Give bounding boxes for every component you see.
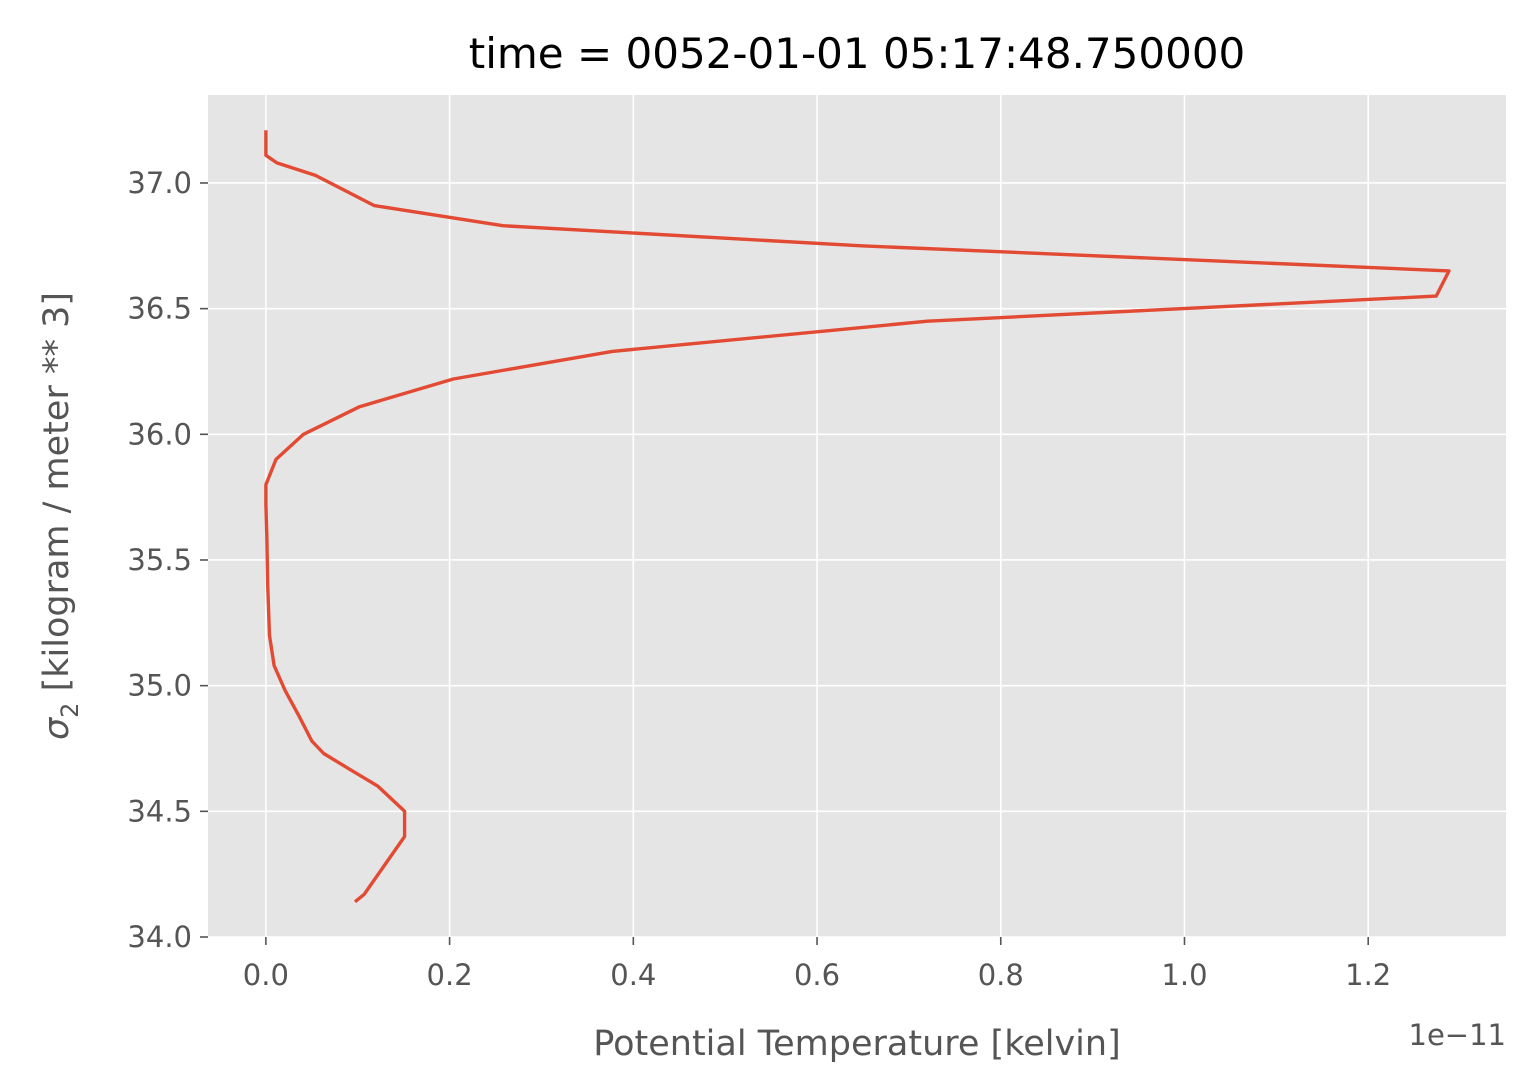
y-axis-label-text: [kilogram / meter ** 3]	[37, 292, 77, 703]
x-offset-text: 1e−11	[1409, 1018, 1507, 1052]
plot-area	[208, 95, 1506, 937]
y-axis-label-symbol: σ	[37, 716, 77, 740]
x-tick-label: 1.0	[1161, 958, 1207, 992]
chart-title: time = 0052-01-01 05:17:48.750000	[469, 29, 1246, 78]
y-tick-label: 34.5	[127, 794, 192, 828]
x-tick-label: 0.2	[427, 958, 473, 992]
y-tick-label: 37.0	[127, 166, 192, 200]
x-tick-label: 1.2	[1345, 958, 1391, 992]
y-tick-label: 36.5	[127, 292, 192, 326]
y-tick-label: 35.0	[127, 669, 192, 703]
y-axis-label: σ2 [kilogram / meter ** 3]	[37, 292, 84, 740]
y-axis-ticks: 34.0 34.5 35.0 35.5 36.0 36.5 37.0	[127, 166, 208, 954]
x-tick-label: 0.4	[610, 958, 656, 992]
y-axis-label-subscript: 2	[56, 703, 84, 718]
x-tick-label: 0.8	[978, 958, 1024, 992]
x-tick-label: 0.0	[243, 958, 289, 992]
y-tick-label: 34.0	[127, 920, 192, 954]
x-tick-label: 0.6	[794, 958, 840, 992]
y-tick-label: 35.5	[127, 543, 192, 577]
y-tick-label: 36.0	[127, 417, 192, 451]
grid	[208, 95, 1506, 938]
x-axis-label: Potential Temperature [kelvin]	[593, 1024, 1121, 1064]
series-line	[264, 130, 1451, 904]
x-axis-ticks: 0.0 0.2 0.4 0.6 0.8 1.0 1.2	[243, 937, 1391, 992]
